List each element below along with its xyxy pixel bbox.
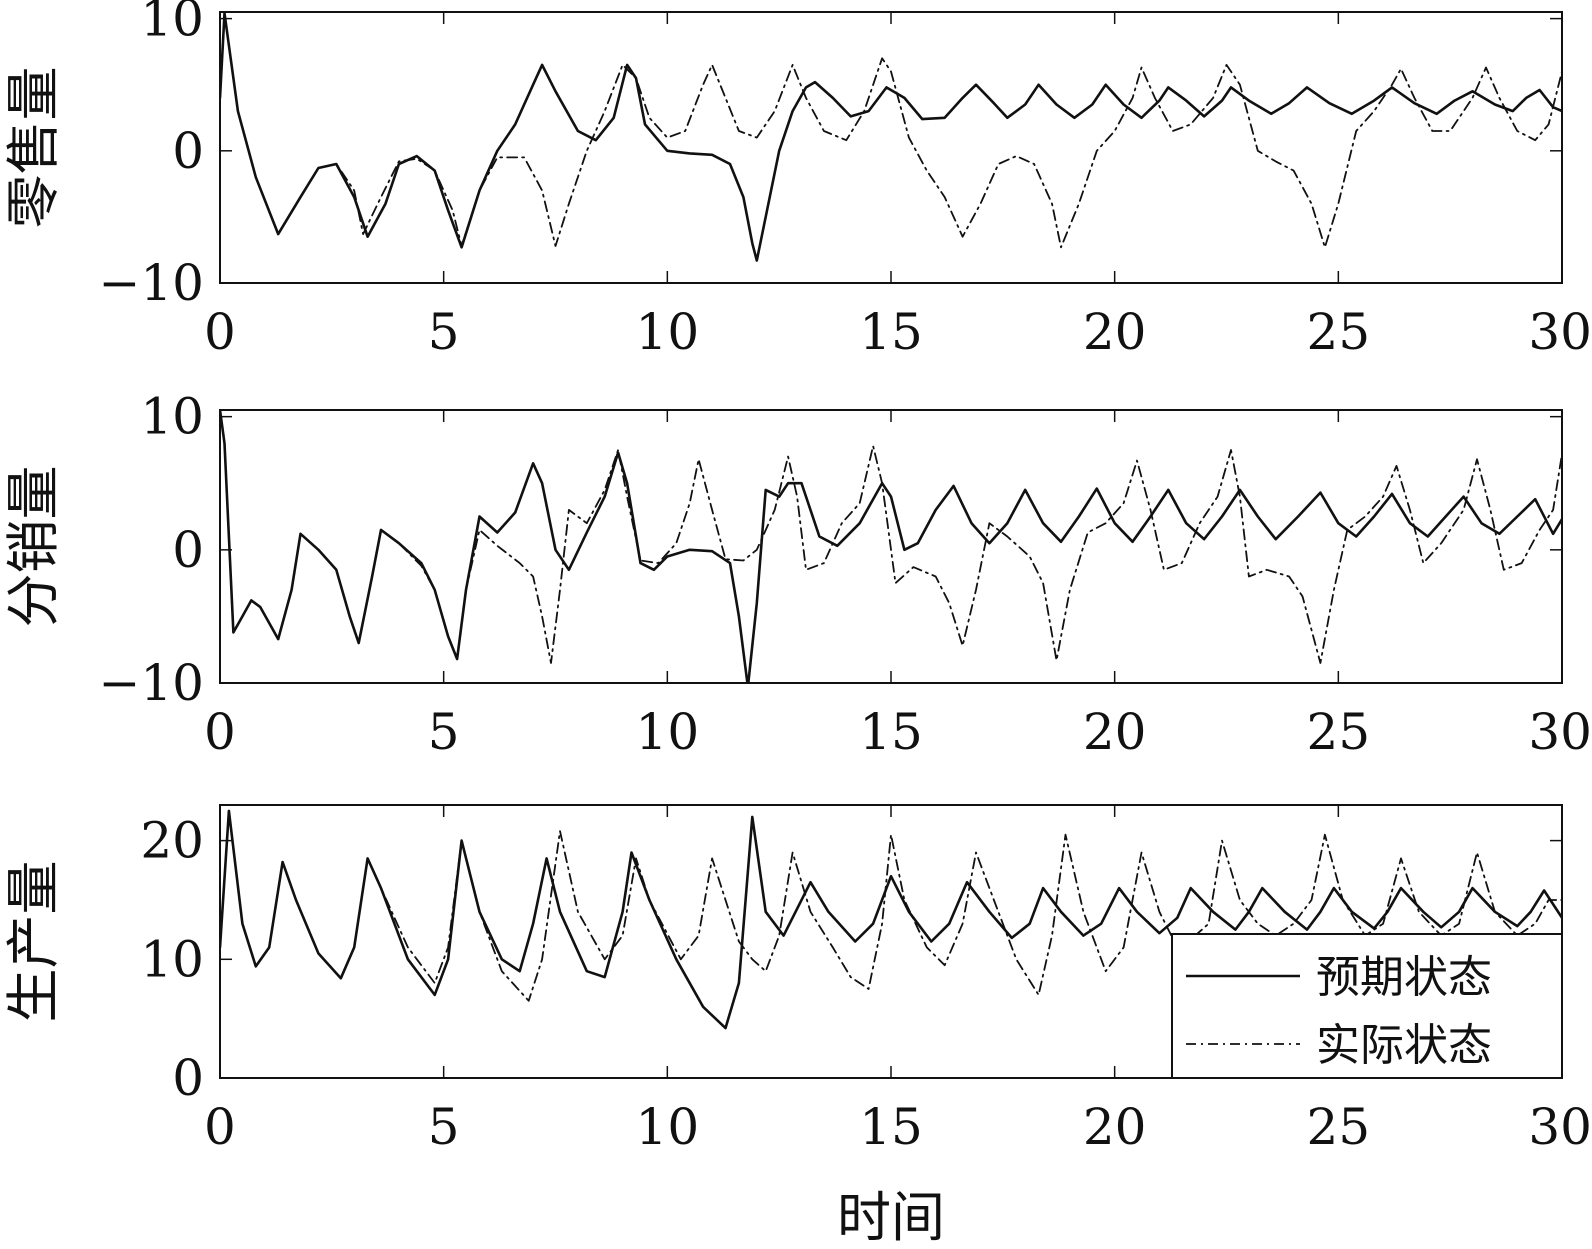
y-tick-label: 10 (140, 0, 204, 48)
x-tick-label: 10 (636, 703, 700, 761)
series-line-actual (220, 12, 1562, 249)
x-tick-label: 20 (1083, 703, 1147, 761)
x-tick-label: 15 (859, 1098, 923, 1156)
y-tick-label: 0 (172, 1049, 204, 1107)
series-line-expected (220, 12, 1562, 262)
x-tick-label: 0 (204, 303, 236, 361)
x-tick-label: 30 (1528, 303, 1592, 361)
x-tick-label: 5 (428, 303, 460, 361)
x-axis-label: 时间 (837, 1186, 945, 1249)
x-tick-label: 5 (428, 703, 460, 761)
x-tick-label: 10 (636, 303, 700, 361)
x-tick-label: 25 (1307, 303, 1371, 361)
series-line-actual (220, 410, 1562, 664)
legend-label: 实际状态 (1316, 1020, 1492, 1071)
x-tick-label: 30 (1528, 703, 1592, 761)
x-tick-label: 15 (859, 703, 923, 761)
y-axis-label: 分销量 (2, 466, 65, 628)
y-tick-label: 20 (140, 812, 204, 870)
y-tick-label: 0 (172, 521, 204, 579)
x-tick-label: 15 (859, 303, 923, 361)
x-tick-label: 20 (1083, 1098, 1147, 1156)
plot-frame (219, 11, 1563, 284)
x-tick-label: 0 (204, 703, 236, 761)
y-axis-label: 零售量 (2, 67, 65, 229)
y-tick-label: −10 (98, 254, 204, 312)
series-line-actual (220, 810, 1562, 1002)
x-tick-label: 25 (1307, 703, 1371, 761)
y-tick-label: −10 (98, 654, 204, 712)
x-tick-label: 5 (428, 1098, 460, 1156)
y-tick-label: 10 (140, 930, 204, 988)
y-axis-label: 生产量 (2, 861, 65, 1023)
y-tick-label: 0 (172, 122, 204, 180)
x-tick-label: 0 (204, 1098, 236, 1156)
legend-box (1171, 933, 1563, 1079)
y-tick-label: 10 (140, 388, 204, 446)
x-tick-label: 20 (1083, 303, 1147, 361)
legend-label: 预期状态 (1316, 952, 1492, 1003)
x-tick-label: 10 (636, 1098, 700, 1156)
x-tick-label: 30 (1528, 1098, 1592, 1156)
x-tick-label: 25 (1307, 1098, 1371, 1156)
